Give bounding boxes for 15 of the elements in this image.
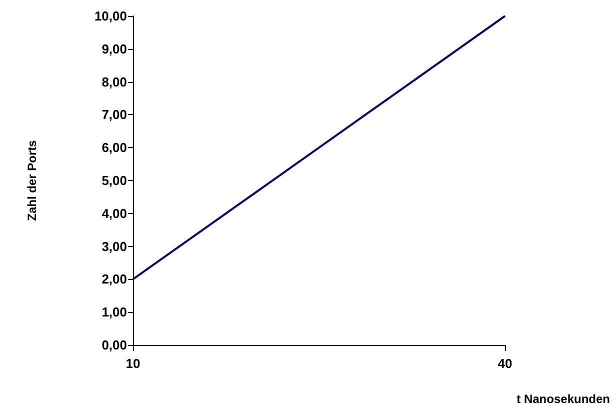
- y-tick-label: 10,00: [94, 8, 127, 24]
- y-tick-label: 6,00: [102, 140, 127, 156]
- x-axis-title: t Nanosekunden: [516, 392, 610, 406]
- y-tick-label: 1,00: [102, 304, 127, 320]
- y-tick-label: 3,00: [102, 238, 127, 254]
- y-tick-label: 2,00: [102, 272, 127, 287]
- y-tick-label: 8,00: [102, 74, 127, 90]
- y-tick-label: 0,00: [102, 338, 127, 352]
- y-tick-label: 9,00: [102, 41, 127, 56]
- y-axis-title: Zahl der Ports: [25, 140, 39, 221]
- x-tick-label: 10: [126, 356, 140, 371]
- y-tick-label: 5,00: [102, 173, 127, 188]
- x-tick-label: 40: [498, 356, 512, 371]
- y-tick-label: 7,00: [102, 107, 127, 122]
- y-tick-label: 4,00: [102, 206, 127, 221]
